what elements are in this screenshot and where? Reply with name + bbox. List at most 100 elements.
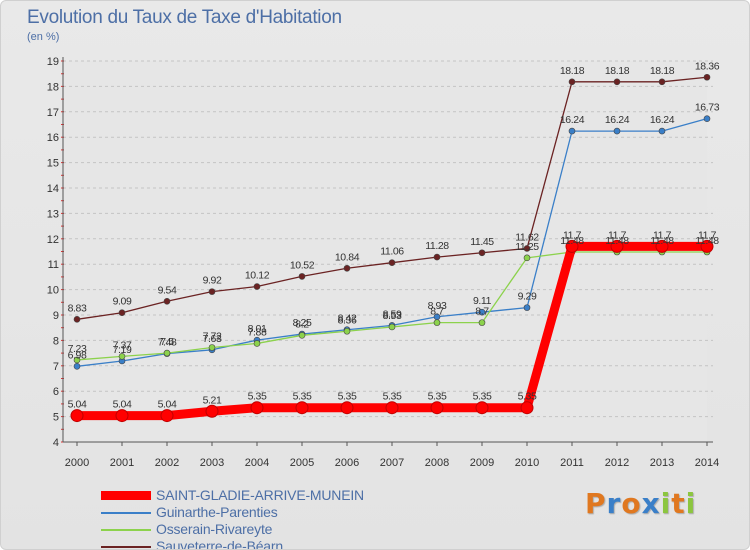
x-tick-label: 2006 xyxy=(335,457,359,469)
series-2 xyxy=(73,248,711,364)
data-label: 5.35 xyxy=(518,391,537,403)
x-tick-label: 2002 xyxy=(155,457,179,469)
data-point xyxy=(478,249,486,257)
data-point xyxy=(343,264,351,272)
data-label: 9.29 xyxy=(518,291,537,303)
data-point xyxy=(118,309,126,317)
data-point xyxy=(343,327,351,335)
data-point xyxy=(163,349,171,357)
data-label: 8.7 xyxy=(430,306,444,318)
data-point xyxy=(475,401,489,415)
logo-letter: t xyxy=(671,487,686,520)
proxiti-logo: Proxiti xyxy=(585,487,696,520)
data-label: 7.63 xyxy=(203,333,222,345)
legend-swatch xyxy=(101,491,151,500)
data-label: 5.35 xyxy=(383,391,402,403)
data-point xyxy=(568,127,576,135)
x-tick-label: 2008 xyxy=(425,457,449,469)
data-point xyxy=(658,127,666,135)
logo-letter: r xyxy=(606,487,622,520)
data-label: 11.7 xyxy=(608,229,627,241)
data-label: 11.62 xyxy=(515,231,539,243)
data-point xyxy=(568,78,576,86)
legend-label: Osserain-Rivareyte xyxy=(156,521,273,537)
data-label: 18.18 xyxy=(650,65,675,77)
data-label: 8.36 xyxy=(338,314,357,326)
x-tick-label: 2012 xyxy=(605,457,629,469)
data-point xyxy=(295,401,309,415)
y-tick-label: 17 xyxy=(47,107,59,119)
data-point xyxy=(655,239,669,253)
x-tick-label: 2010 xyxy=(515,457,539,469)
y-tick-label: 19 xyxy=(47,56,59,68)
data-label: 11.7 xyxy=(653,229,672,241)
data-label: 10.12 xyxy=(245,270,270,282)
data-point xyxy=(523,304,531,311)
data-point xyxy=(253,283,261,290)
data-label: 5.35 xyxy=(293,391,312,403)
data-point xyxy=(205,404,219,418)
data-label: 5.35 xyxy=(473,391,492,403)
data-label: 7.48 xyxy=(158,337,177,349)
data-label: 8.42 xyxy=(338,313,357,325)
data-label: 8.25 xyxy=(293,317,312,329)
x-tick-label: 2001 xyxy=(110,457,134,469)
data-point xyxy=(703,73,711,81)
data-label: 11.48 xyxy=(560,235,584,247)
data-label: 18.36 xyxy=(695,60,720,72)
logo-letter: P xyxy=(585,487,607,520)
logo-letter: i xyxy=(685,487,697,520)
data-label: 7.88 xyxy=(248,326,267,338)
data-label: 8.7 xyxy=(475,306,489,318)
data-label: 11.7 xyxy=(563,229,582,241)
data-point xyxy=(250,401,264,415)
data-point xyxy=(523,254,531,262)
data-label: 5.04 xyxy=(158,399,177,411)
data-point xyxy=(388,259,396,266)
data-label: 11.48 xyxy=(650,235,674,247)
data-point xyxy=(298,332,306,339)
data-label: 7.19 xyxy=(113,344,132,356)
data-label: 10.84 xyxy=(335,251,360,263)
data-label: 8.83 xyxy=(68,302,87,314)
data-label: 16.24 xyxy=(650,114,675,126)
data-label: 6.98 xyxy=(68,349,87,361)
chart-title: Evolution du Taux de Taxe d'Habitation xyxy=(27,7,342,28)
y-tick-label: 5 xyxy=(53,412,59,424)
data-point xyxy=(610,239,624,253)
legend-label: SAINT-GLADIE-ARRIVE-MUNEIN xyxy=(156,487,364,503)
data-point xyxy=(613,78,621,86)
y-tick-label: 11 xyxy=(48,259,59,271)
data-label: 8.53 xyxy=(383,310,402,322)
data-label: 16.24 xyxy=(605,114,630,126)
data-label: 5.35 xyxy=(428,391,447,403)
data-point xyxy=(118,353,126,360)
y-tick-label: 12 xyxy=(47,234,59,246)
data-point xyxy=(700,239,714,253)
data-point xyxy=(385,401,399,415)
y-tick-label: 6 xyxy=(53,386,59,398)
x-tick-label: 2013 xyxy=(650,457,674,469)
data-label: 11.7 xyxy=(698,229,717,241)
x-tick-label: 2003 xyxy=(200,457,224,469)
data-point xyxy=(478,319,486,326)
data-label: 18.18 xyxy=(560,65,585,77)
x-tick-label: 2009 xyxy=(470,457,494,469)
data-label: 9.54 xyxy=(158,284,177,296)
data-point xyxy=(73,363,81,370)
data-label: 8.2 xyxy=(295,318,309,330)
x-tick-label: 2007 xyxy=(380,457,404,469)
x-tick-label: 2005 xyxy=(290,457,314,469)
data-point xyxy=(115,409,129,423)
y-tick-label: 13 xyxy=(47,208,59,220)
series-3 xyxy=(73,73,711,323)
data-label: 7.23 xyxy=(68,343,87,355)
data-label: 16.24 xyxy=(560,114,585,126)
data-point xyxy=(388,323,396,331)
y-tick-label: 18 xyxy=(47,81,59,93)
series-0 xyxy=(70,239,714,423)
y-tick-label: 8 xyxy=(53,335,59,347)
legend-swatch xyxy=(101,546,151,548)
data-label: 5.21 xyxy=(203,394,222,406)
logo-letter: x xyxy=(641,487,661,520)
